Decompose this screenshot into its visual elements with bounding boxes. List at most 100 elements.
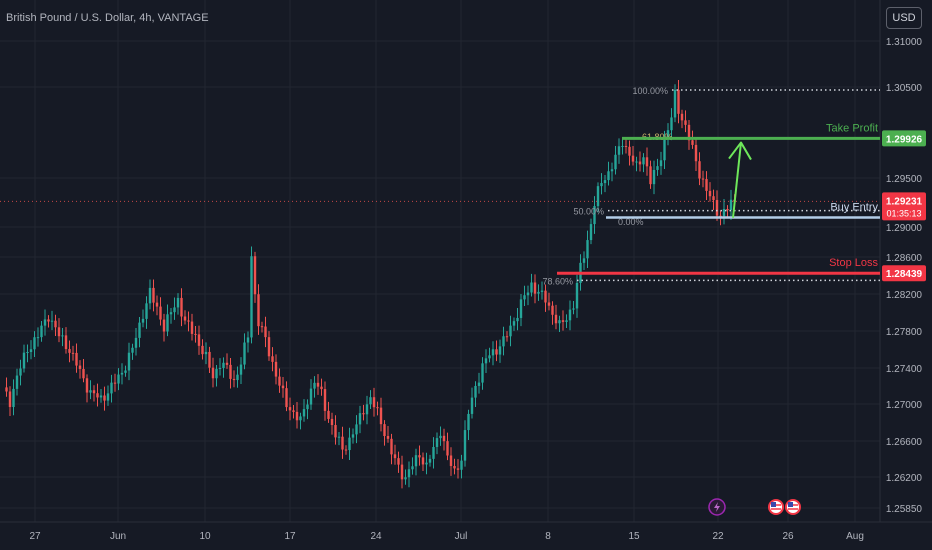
candle-body bbox=[516, 317, 519, 322]
candle-body bbox=[239, 364, 243, 375]
candle-body bbox=[446, 441, 449, 456]
candle-body bbox=[169, 312, 173, 315]
candle-body bbox=[495, 349, 498, 355]
lightning-glyph bbox=[714, 502, 720, 512]
candle-body bbox=[155, 302, 159, 307]
candle-body bbox=[85, 378, 89, 393]
candle-body bbox=[649, 166, 652, 185]
candle-body bbox=[484, 358, 488, 364]
candle-body bbox=[575, 282, 579, 309]
time-tick-label: Jul bbox=[455, 531, 468, 542]
symbol-title[interactable]: British Pound / U.S. Dollar, 4h, VANTAGE bbox=[6, 12, 209, 24]
candle-body bbox=[264, 326, 267, 338]
candle-body bbox=[285, 388, 288, 408]
price-tick-label: 1.29500 bbox=[886, 174, 923, 185]
take-profit-price-tag bbox=[882, 130, 926, 147]
candle-body bbox=[222, 362, 225, 368]
candle-body bbox=[292, 410, 295, 412]
candle-body bbox=[540, 290, 544, 292]
candle-body bbox=[684, 120, 687, 125]
candle-body bbox=[708, 190, 712, 197]
price-tick-label: 1.27400 bbox=[886, 364, 923, 375]
candle-body bbox=[537, 291, 540, 294]
candle-body bbox=[432, 446, 435, 459]
candle-body bbox=[159, 306, 162, 320]
candle-body bbox=[145, 303, 148, 319]
candle-body bbox=[470, 397, 474, 414]
candle-body bbox=[411, 466, 414, 470]
candle-body bbox=[393, 454, 397, 459]
candle-body bbox=[519, 299, 523, 318]
candle-body bbox=[141, 318, 145, 323]
candle-body bbox=[19, 368, 22, 376]
candle-body bbox=[600, 183, 603, 187]
candle-body bbox=[225, 362, 229, 365]
candle-body bbox=[271, 356, 274, 362]
stop-loss-price-text: 1.28439 bbox=[886, 269, 923, 280]
candle-body bbox=[509, 325, 512, 337]
candle-body bbox=[505, 336, 509, 338]
us-flag-canton bbox=[788, 502, 793, 507]
candle-body bbox=[397, 458, 400, 465]
candle-body bbox=[117, 374, 120, 384]
candle-body bbox=[323, 389, 327, 411]
candle-body bbox=[712, 196, 715, 201]
candle-body bbox=[628, 146, 631, 156]
candle-body bbox=[57, 327, 61, 337]
candle-body bbox=[78, 365, 82, 369]
price-tick-label: 1.29000 bbox=[886, 223, 923, 234]
candle-body bbox=[456, 468, 460, 470]
candle-body bbox=[365, 404, 369, 415]
candle-body bbox=[726, 208, 729, 211]
currency-button[interactable]: USD bbox=[886, 7, 922, 29]
candle-body bbox=[355, 424, 358, 435]
take-profit-price-text: 1.29926 bbox=[886, 134, 923, 145]
candle-body bbox=[491, 349, 495, 356]
current-price-tag bbox=[882, 192, 926, 221]
time-axis[interactable]: 27 Jun 10 17 24 Jul 8 15 22 26 Aug bbox=[29, 531, 863, 542]
candle-body bbox=[603, 180, 607, 184]
candle-body bbox=[533, 282, 537, 294]
time-tick-label: 17 bbox=[284, 531, 296, 542]
candle-body bbox=[61, 335, 64, 337]
candle-body bbox=[526, 292, 530, 296]
candle-body bbox=[463, 430, 467, 461]
candle-body bbox=[12, 388, 15, 407]
candle-body bbox=[173, 307, 176, 313]
candle-body bbox=[474, 385, 477, 398]
candle-body bbox=[512, 321, 516, 326]
candle-body bbox=[691, 140, 694, 145]
candle-body bbox=[418, 455, 421, 458]
candle-body bbox=[530, 282, 533, 293]
candle-body bbox=[642, 157, 645, 165]
candle-body bbox=[82, 368, 85, 379]
candle-body bbox=[435, 438, 439, 447]
candle-body bbox=[327, 410, 330, 419]
price-axis[interactable]: 1.31000 1.30500 1.29500 1.29000 1.28600 1.282… bbox=[886, 37, 923, 515]
candle-body bbox=[204, 351, 208, 355]
candle-body bbox=[22, 352, 26, 369]
candle-body bbox=[523, 295, 526, 300]
candle-body bbox=[729, 199, 733, 211]
candle-body bbox=[274, 361, 278, 377]
candle-body bbox=[701, 178, 705, 180]
candle-body bbox=[288, 407, 292, 411]
candle-body bbox=[187, 320, 190, 322]
price-tick-label: 1.27800 bbox=[886, 327, 923, 338]
candle-body bbox=[71, 352, 75, 354]
candle-body bbox=[428, 458, 432, 463]
candle-body bbox=[201, 345, 204, 355]
candle-body bbox=[568, 309, 572, 321]
candle-body bbox=[379, 407, 383, 425]
candle-body bbox=[421, 457, 425, 465]
candle-body bbox=[565, 320, 568, 322]
candle-body bbox=[302, 409, 306, 417]
candle-body bbox=[306, 404, 309, 410]
candle-body bbox=[687, 124, 691, 141]
candle-body bbox=[666, 130, 670, 140]
overlays: 100.00%61.80%50.00%0.00%78.60%Take Profi… bbox=[0, 86, 926, 516]
candle-body bbox=[68, 349, 71, 353]
stop-loss-label: Stop Loss bbox=[829, 257, 878, 269]
